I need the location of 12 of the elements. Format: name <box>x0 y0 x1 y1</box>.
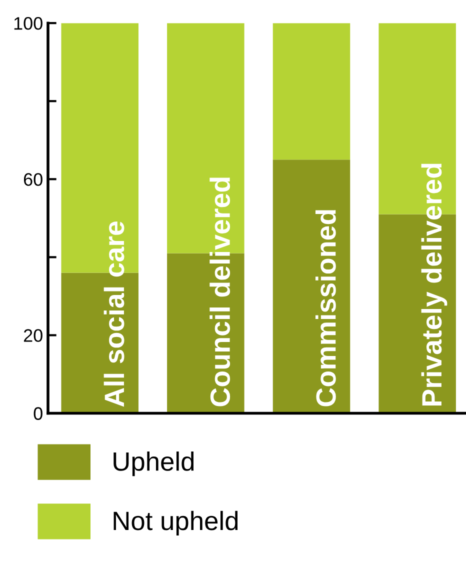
legend-label: Upheld <box>114 452 194 476</box>
y-tick-label: 100 <box>14 17 42 30</box>
bar <box>272 160 350 414</box>
y-tick-label: 20 <box>24 329 42 342</box>
y-tick-label: 0 <box>34 407 42 420</box>
x-tick-label: Privately delivered <box>421 164 448 406</box>
x-tick-label: Commissioned <box>315 210 336 406</box>
y-tick-label: 60 <box>24 173 42 186</box>
x-tick-label: Council delivered <box>210 178 230 406</box>
x-tick-label: All social care <box>104 222 124 407</box>
legend-label: Not upheld <box>114 510 238 536</box>
bar <box>272 23 350 160</box>
